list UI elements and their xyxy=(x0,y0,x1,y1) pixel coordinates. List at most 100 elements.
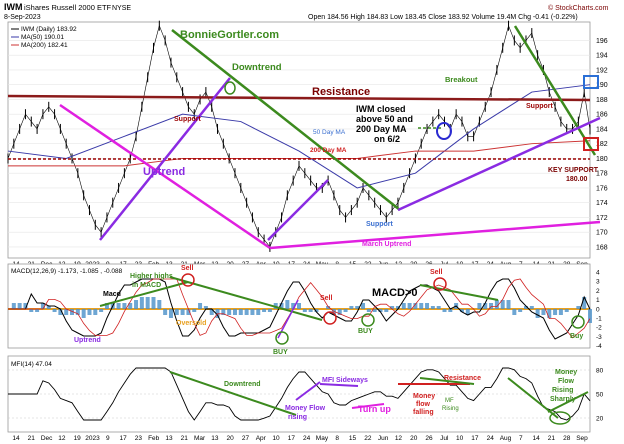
higher-highs-line1: Higher highs xyxy=(130,273,173,280)
macd-histogram xyxy=(11,297,592,323)
macd-bar xyxy=(64,309,69,315)
macd-bar xyxy=(395,306,400,309)
mfi-resistance-label: Resistance xyxy=(444,375,481,382)
macd-lines xyxy=(8,278,591,340)
macd-bar xyxy=(308,309,313,312)
macd-bar xyxy=(378,309,383,312)
ticker: IWM xyxy=(4,2,23,12)
mf-rising-line2: Rising xyxy=(442,406,459,412)
mfi-date-tick-label: Dec xyxy=(41,435,53,442)
macd-bar xyxy=(87,309,92,315)
price-tick-label: 192 xyxy=(596,67,608,74)
uptrend-line-left xyxy=(99,77,231,241)
trend-lines xyxy=(7,25,601,250)
macd-bar xyxy=(93,309,98,315)
mfi-date-tick-label: 24 xyxy=(303,435,311,442)
mfi-date-tick-label: Apr xyxy=(256,435,267,442)
price-tick-label: 186 xyxy=(596,112,608,119)
mfi-date-tick-label: 20 xyxy=(227,435,235,442)
macd-bar xyxy=(29,309,34,312)
macd-tick-label: 3 xyxy=(596,279,600,286)
macd-bar xyxy=(180,309,185,315)
price-tick-label: 184 xyxy=(596,126,608,133)
mfi-date-tick-label: 7 xyxy=(519,435,523,442)
macd-bar xyxy=(250,309,255,315)
price-tick-label: 194 xyxy=(596,53,608,60)
green-circle-marker xyxy=(224,81,236,95)
macd-bar xyxy=(349,306,354,309)
price-tick-label: 182 xyxy=(596,141,608,148)
mfi-date-tick-label: 20 xyxy=(410,435,418,442)
mfi-date-axis: 14 21 Dec 12 19 2023 9 17 23 Feb 13 21 Mar 13 20 27 Apr 1… xyxy=(12,435,588,442)
macd-axis: 4 3 2 1 0 -1 -2 -3 -4 xyxy=(596,270,602,351)
macd-bar xyxy=(297,303,301,309)
macd-bar xyxy=(40,303,45,309)
macd-bar xyxy=(384,309,389,312)
macd-bar xyxy=(500,300,505,309)
money-flow-falling-line2: flow xyxy=(416,401,431,408)
mfi-date-tick-label: 13 xyxy=(211,435,219,442)
mfi-date-tick-label: 26 xyxy=(425,435,433,442)
macd-bar xyxy=(588,309,592,323)
chart-date: 8-Sep-2023 xyxy=(4,14,41,21)
macd-bar xyxy=(151,297,156,309)
mfi-date-tick-label: 8 xyxy=(335,435,339,442)
macd-buy-circle-1 xyxy=(275,331,289,345)
price-panel xyxy=(7,21,591,259)
macd-bar xyxy=(576,306,581,309)
macd-bar xyxy=(512,309,517,315)
mfi-date-tick-label: 15 xyxy=(349,435,357,442)
macd-sell-circle-1 xyxy=(181,273,195,287)
macd-bar xyxy=(436,306,441,309)
blue-circle-marker xyxy=(436,122,452,140)
macd-bar xyxy=(23,303,28,309)
resistance-label: Resistance xyxy=(312,86,370,98)
mfi-series-line xyxy=(8,367,591,421)
ma200-label: 200 Day MA xyxy=(310,147,347,154)
legend-price: IWM (Daily) 183.92 xyxy=(21,26,77,33)
blue-box-marker xyxy=(583,75,599,89)
mfi-date-tick-label: 9 xyxy=(106,435,110,442)
macd-bar xyxy=(343,309,348,312)
mfi-date-tick-label: 17 xyxy=(471,435,479,442)
macd-bar xyxy=(99,309,104,312)
macd-bar xyxy=(494,300,499,309)
macd-bar xyxy=(157,300,162,309)
buy-label-1: BUY xyxy=(273,349,288,356)
mfi-low-marker xyxy=(549,411,571,425)
macd-bar xyxy=(198,303,203,309)
macd-bar xyxy=(413,303,418,309)
macd-tick-label: -3 xyxy=(596,334,602,341)
mfi-downtrend-label: Downtrend xyxy=(224,381,261,388)
resistance-line xyxy=(7,94,591,102)
mfi-date-tick-label: 10 xyxy=(272,435,280,442)
macd-tick-label: -1 xyxy=(596,316,602,323)
macd-bar xyxy=(58,309,63,315)
sell-label-2: Sell xyxy=(320,295,333,302)
macd-tick-label: 1 xyxy=(596,297,600,304)
macd-title: MACD(12,26,9) -1.173, -1.085 , -0.088 xyxy=(11,268,123,275)
ohlc-readout: Open 184.56 High 184.83 Low 183.45 Close… xyxy=(308,14,578,21)
downtrend-line-right xyxy=(513,25,597,156)
money-flow-rising-line2: rising xyxy=(288,414,307,421)
price-tick-label: 188 xyxy=(596,97,608,104)
site-label: BonnieGortler.com xyxy=(180,29,279,41)
macd-bar xyxy=(564,309,569,312)
mfi-date-tick-label: 2023 xyxy=(85,435,100,442)
macd-bar xyxy=(401,303,406,309)
macd-bar xyxy=(139,297,144,309)
macd-bar xyxy=(122,303,127,309)
macd-bar xyxy=(582,297,587,309)
iwm-closed-line3: 200 Day MA xyxy=(356,124,407,134)
macd-tick-label: 2 xyxy=(596,288,600,295)
mfi-date-tick-label: 13 xyxy=(165,435,173,442)
support-uptrend-line xyxy=(397,116,601,212)
macd-bar xyxy=(483,303,488,309)
uptrend-label: Uptrend xyxy=(143,166,185,178)
price-line xyxy=(7,24,591,248)
macd-gt0-label: MACD>0 xyxy=(372,287,418,299)
mfi-date-tick-label: 23 xyxy=(135,435,143,442)
key-support-label: KEY SUPPORT xyxy=(548,167,599,174)
macd-bar xyxy=(17,303,22,309)
macd-bar xyxy=(407,303,412,309)
